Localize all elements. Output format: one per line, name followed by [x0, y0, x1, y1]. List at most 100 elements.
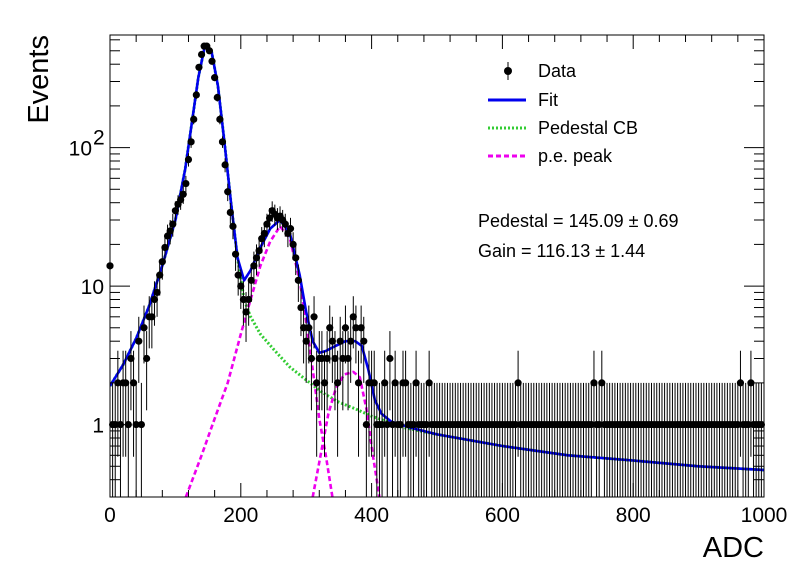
data-marker — [143, 354, 151, 363]
legend-marker — [504, 67, 512, 75]
data-marker — [169, 220, 177, 228]
legend-label: Data — [538, 61, 577, 81]
data-point — [161, 235, 169, 264]
data-point — [388, 382, 397, 497]
data-marker — [171, 207, 179, 215]
data-point — [391, 350, 399, 457]
data-point — [307, 331, 316, 411]
data-point — [362, 382, 370, 497]
data-marker — [349, 313, 357, 321]
data-marker — [352, 324, 360, 332]
data-point — [305, 305, 313, 364]
data-marker — [286, 225, 295, 233]
data-marker — [587, 420, 595, 429]
data-point — [511, 382, 520, 497]
data-marker — [197, 50, 206, 59]
data-point — [158, 247, 166, 280]
data-point — [354, 350, 363, 457]
data-point — [224, 183, 232, 202]
gain-annotation: Gain = 116.13 ± 1.44 — [478, 241, 645, 261]
data-marker — [129, 379, 138, 387]
data-marker — [239, 295, 248, 304]
axis-ticks — [109, 35, 765, 498]
data-marker — [388, 420, 397, 429]
data-point — [378, 382, 386, 497]
data-marker — [156, 271, 164, 279]
data-marker — [229, 222, 237, 230]
data-marker — [402, 379, 410, 387]
data-point — [156, 259, 164, 296]
data-point — [323, 331, 331, 411]
data-point — [336, 316, 344, 383]
x-axis-title: ADC — [703, 532, 764, 564]
data-point — [360, 316, 368, 383]
data-marker — [302, 337, 310, 345]
data-marker — [153, 288, 161, 297]
data-point — [169, 213, 177, 237]
data-marker — [313, 379, 321, 387]
data-point — [187, 136, 195, 148]
data-point — [347, 316, 355, 383]
data-point — [218, 136, 227, 148]
data-marker — [333, 379, 342, 387]
y-tick-label: 1 — [92, 415, 104, 438]
data-marker — [208, 57, 216, 65]
x-tick-label: 0 — [104, 504, 116, 527]
data-point — [320, 350, 329, 457]
legend: Data Fit Pedestal CB p.e. peak — [488, 61, 638, 166]
data-marker — [122, 379, 130, 387]
data-marker — [250, 262, 258, 270]
data-marker — [409, 420, 418, 429]
data-point — [736, 350, 745, 457]
data-marker — [242, 308, 250, 316]
data-marker — [736, 379, 745, 387]
data-point — [313, 350, 321, 457]
data-point — [349, 296, 357, 349]
data-marker — [339, 354, 347, 363]
data-point — [192, 91, 200, 99]
data-point — [129, 350, 138, 457]
data-marker — [237, 282, 245, 290]
data-point — [208, 57, 216, 65]
data-point — [127, 331, 135, 411]
data-marker — [127, 354, 135, 363]
data-marker — [391, 379, 399, 387]
data-point — [344, 331, 352, 411]
data-point — [184, 153, 193, 167]
data-marker — [307, 354, 316, 363]
data-point — [122, 350, 130, 457]
data-point — [140, 305, 148, 364]
data-marker — [148, 313, 156, 321]
data-marker — [289, 240, 297, 248]
data-marker — [341, 324, 350, 332]
data-point — [412, 350, 420, 457]
data-point — [383, 382, 391, 497]
data-point — [205, 47, 214, 55]
data-marker — [224, 188, 232, 196]
data-marker — [590, 379, 598, 387]
data-marker — [511, 420, 520, 429]
data-marker — [226, 208, 234, 217]
data-point — [299, 305, 308, 364]
data-marker — [336, 337, 344, 345]
data-point — [331, 331, 339, 411]
data-marker — [231, 250, 240, 258]
legend-label: Pedestal CB — [538, 118, 638, 138]
data-marker — [328, 337, 336, 345]
x-tick-label: 400 — [354, 504, 389, 527]
data-marker — [297, 303, 305, 312]
data-point — [386, 331, 394, 411]
data-marker — [734, 420, 742, 429]
data-point — [370, 350, 378, 457]
data-point — [326, 305, 334, 364]
data-marker — [218, 138, 227, 146]
data-point — [734, 382, 742, 497]
data-marker — [386, 354, 394, 363]
data-marker — [135, 337, 143, 345]
data-point — [148, 296, 156, 349]
data-marker — [747, 379, 755, 387]
data-point — [409, 382, 418, 497]
data-point — [153, 275, 161, 317]
data-marker — [425, 379, 433, 387]
